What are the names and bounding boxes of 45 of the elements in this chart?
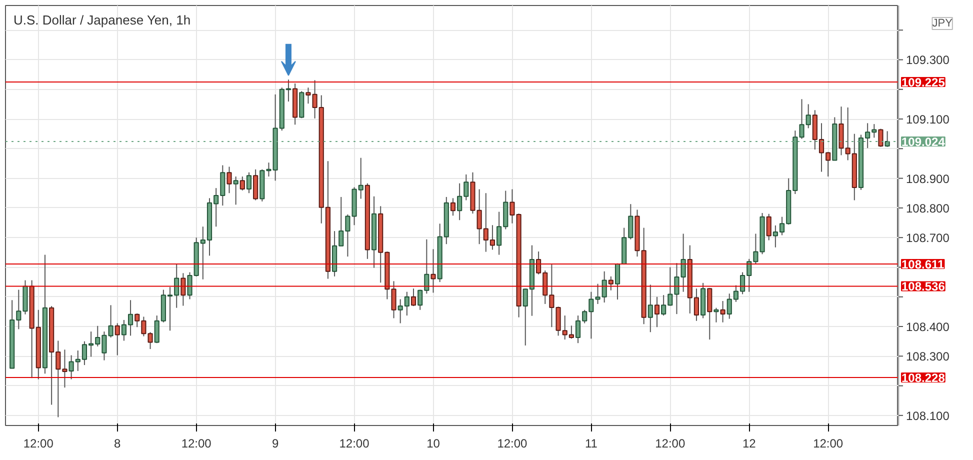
- candlestick: [654, 296, 660, 328]
- y-tick-label: 108.700: [906, 231, 950, 246]
- x-tick-label: 9: [272, 436, 279, 450]
- x-tick-label: 12:00: [497, 436, 528, 450]
- x-tick-label: 11: [584, 436, 598, 450]
- candlestick: [878, 128, 884, 148]
- text: JPY: [932, 18, 954, 30]
- x-tick-label: 12: [742, 436, 756, 450]
- x-tick-label: 12:00: [339, 436, 370, 450]
- candlestick: [246, 172, 252, 194]
- candlestick: [226, 166, 232, 194]
- ref-line-label: 109.225: [902, 75, 946, 90]
- x-tick-label: 12:00: [181, 436, 212, 450]
- y-tick-label: 108.300: [906, 350, 950, 364]
- candlestick: [720, 300, 726, 323]
- text: U.S. Dollar / Japanese Yen, 1h: [14, 12, 191, 28]
- candlestick: [648, 284, 653, 333]
- x-tick-label: 10: [426, 436, 440, 450]
- candlestick: [450, 198, 456, 216]
- y-tick-label: 109.300: [906, 53, 950, 68]
- candlestick: [233, 176, 238, 206]
- y-tick-label: 108.900: [906, 172, 950, 186]
- ref-line-label: 108.611: [902, 257, 945, 272]
- candlestick: [114, 322, 120, 356]
- candlestick: [430, 248, 436, 294]
- y-tick-label: 108.800: [906, 201, 950, 216]
- candlestick: [253, 168, 258, 201]
- y-tick-label: 108.100: [906, 408, 950, 423]
- candlestick: [410, 288, 416, 307]
- ref-line-label: 108.228: [902, 370, 946, 385]
- candlestick: [766, 213, 772, 241]
- candlestick: [714, 307, 719, 323]
- candlestick: [707, 287, 712, 340]
- x-tick-label: 12:00: [23, 436, 54, 450]
- x-tick-label: 12:00: [655, 436, 686, 450]
- candlestick: [240, 176, 245, 191]
- candlestick: [180, 272, 186, 306]
- ref-line-label: 108.536: [902, 280, 946, 294]
- y-tick-label: 108.400: [906, 320, 950, 334]
- y-tick-label: 109.100: [906, 112, 950, 127]
- candlestick: [608, 276, 614, 291]
- candlestick: [614, 262, 620, 300]
- x-tick-label: 12:00: [813, 436, 844, 450]
- x-tick-label: 8: [114, 436, 122, 450]
- ref-line-label: 109.024: [902, 135, 946, 150]
